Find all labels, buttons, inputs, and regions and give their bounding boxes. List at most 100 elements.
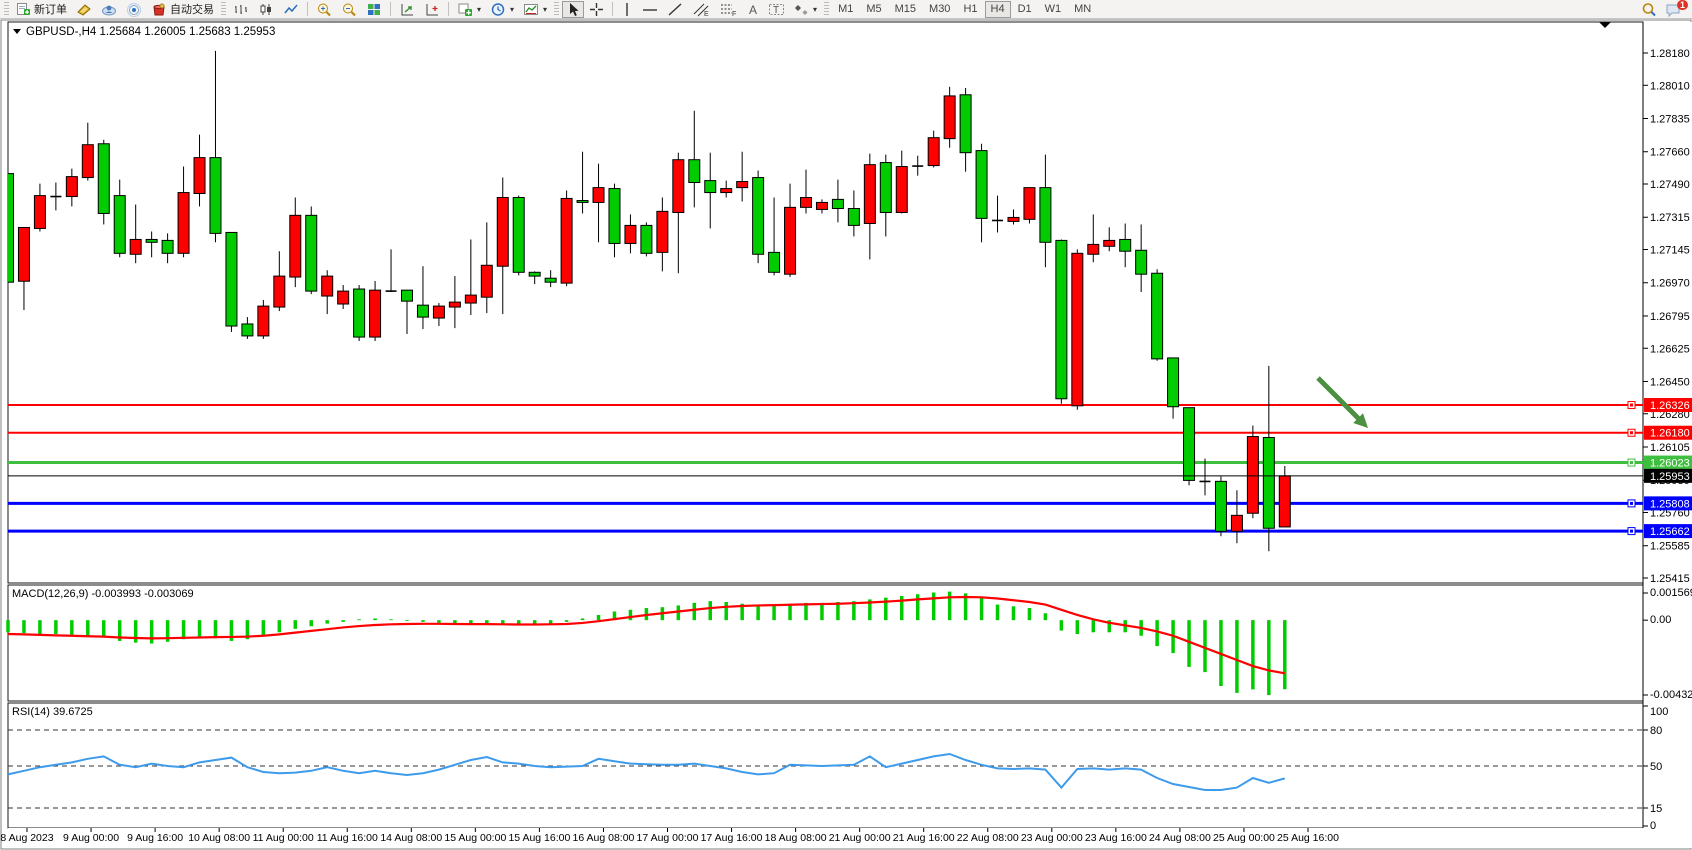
candle-body: [1183, 407, 1196, 481]
tab-m30[interactable]: M30: [923, 1, 956, 18]
new-order-icon: [17, 2, 30, 15]
line-chart-icon: [284, 4, 298, 13]
horizontal-line-object[interactable]: [8, 499, 1643, 508]
tile-windows-button[interactable]: [362, 1, 386, 18]
candle-body: [1023, 187, 1036, 220]
horizontal-line-object[interactable]: [8, 401, 1643, 410]
macd-pane[interactable]: [7, 584, 1644, 702]
shapes-tool-button[interactable]: ▾: [790, 1, 821, 18]
text-tool-button[interactable]: A: [742, 1, 763, 18]
crosshair-tool-button[interactable]: [585, 1, 608, 18]
scroll-marker-icon[interactable]: [1599, 22, 1611, 28]
toolbar-grip[interactable]: [824, 2, 830, 16]
clock-icon: [491, 2, 505, 16]
candle-body: [1135, 249, 1148, 275]
macd-tick-label: 0.00: [1650, 614, 1671, 626]
time-tick-label: 17 Aug 16:00: [701, 832, 763, 844]
horn-icon: [77, 3, 91, 16]
candle-body: [432, 305, 445, 319]
candle-body: [480, 264, 493, 298]
bar-chart-button[interactable]: [229, 1, 253, 18]
cursor-tool-button[interactable]: [562, 0, 585, 18]
autotrading-button[interactable]: 自动交易: [147, 1, 218, 18]
search-button[interactable]: [1637, 1, 1661, 18]
notifications-button[interactable]: 1: [1661, 0, 1688, 18]
candle-body: [752, 177, 765, 255]
toolbar: 新订单: [0, 0, 1692, 19]
line-chart-button[interactable]: [279, 1, 303, 18]
community-button[interactable]: [97, 1, 121, 18]
candle-body: [1230, 514, 1243, 532]
search-icon: [1642, 2, 1656, 16]
add-indicator-button[interactable]: ▾: [453, 1, 485, 18]
cursor-icon: [570, 2, 579, 16]
macd-title: MACD(12,26,9) -0.003993 -0.003069: [12, 588, 194, 600]
tab-m1[interactable]: M1: [832, 1, 859, 18]
toolbar-grip[interactable]: [221, 2, 226, 16]
candle-body: [65, 176, 78, 198]
price-tick-label: 1.26795: [1650, 311, 1690, 323]
candle-body: [305, 214, 318, 292]
chart-area[interactable]: 1.28180 1.28010 1.27835 1.27660 1.27490 1.273…: [0, 19, 1692, 850]
tab-w1[interactable]: W1: [1039, 1, 1068, 18]
signals-button[interactable]: [122, 1, 146, 18]
candle-body: [113, 195, 126, 254]
collapse-triangle-icon[interactable]: [13, 29, 21, 34]
candle-body: [1262, 436, 1275, 529]
rsi-tick-label: 15: [1650, 803, 1662, 815]
candle-body: [353, 288, 366, 338]
tab-m5[interactable]: M5: [860, 1, 887, 18]
price-tick-label: 1.25760: [1650, 507, 1690, 519]
candle-body: [831, 198, 844, 210]
trend-arrow-annotation[interactable]: [1316, 376, 1368, 428]
price-tick-label: 1.25415: [1650, 573, 1690, 585]
new-order-button[interactable]: 新订单: [12, 1, 71, 18]
candle-body: [720, 188, 733, 194]
hline-tool-button[interactable]: [638, 1, 662, 18]
channel-tool-button[interactable]: E: [688, 1, 714, 18]
indicator-window-button[interactable]: [395, 1, 419, 18]
candle-body: [1087, 243, 1100, 255]
zoom-in-button[interactable]: [312, 1, 336, 18]
horizontal-line-object[interactable]: [8, 458, 1643, 467]
candle-body: [273, 275, 286, 308]
zoom-out-button[interactable]: [337, 1, 361, 18]
rsi-tick-label: 100: [1650, 706, 1668, 718]
time-tick-label: 8 Aug 2023: [0, 832, 53, 844]
time-tick-label: 9 Aug 16:00: [127, 832, 183, 844]
toolbar-grip[interactable]: [554, 2, 560, 16]
indicator-window2-button[interactable]: [420, 1, 444, 18]
price-badge-label: 1.25808: [1650, 498, 1690, 510]
vline-tool-button[interactable]: [617, 1, 637, 18]
candlestick-chart-button[interactable]: [254, 1, 278, 18]
template-button[interactable]: ▾: [519, 1, 551, 18]
zoom-in-icon: [318, 3, 331, 16]
label-tool-button[interactable]: T: [764, 1, 789, 18]
tab-mn[interactable]: MN: [1068, 1, 1097, 18]
toolbar-grip[interactable]: [4, 2, 9, 16]
main-chart-plot[interactable]: [7, 21, 1644, 584]
indicator-window2-icon: [426, 3, 438, 15]
candle-body: [736, 181, 749, 189]
tab-m15[interactable]: M15: [889, 1, 922, 18]
candlesticks: [8, 50, 1291, 552]
tab-d1[interactable]: D1: [1012, 1, 1038, 18]
price-badge: 1.26023: [1644, 455, 1692, 470]
time-tick-label: 15 Aug 00:00: [444, 832, 506, 844]
time-axis[interactable]: [8, 828, 1692, 848]
tab-h4[interactable]: H4: [984, 0, 1011, 18]
horn-button[interactable]: [72, 1, 96, 18]
price-axis[interactable]: [1643, 22, 1692, 828]
trendline-tool-button[interactable]: [663, 1, 687, 18]
price-tick-label: 1.27835: [1650, 114, 1690, 126]
signal-icon: [127, 2, 141, 17]
add-indicator-icon: [458, 3, 472, 16]
horizontal-line-object[interactable]: [8, 428, 1643, 437]
period-button[interactable]: ▾: [486, 1, 518, 18]
new-order-label: 新订单: [34, 4, 67, 16]
candle-body: [464, 294, 477, 304]
tab-h1[interactable]: H1: [957, 1, 983, 18]
fibonacci-tool-button[interactable]: F: [715, 1, 741, 18]
horizontal-line-object[interactable]: [8, 527, 1643, 536]
